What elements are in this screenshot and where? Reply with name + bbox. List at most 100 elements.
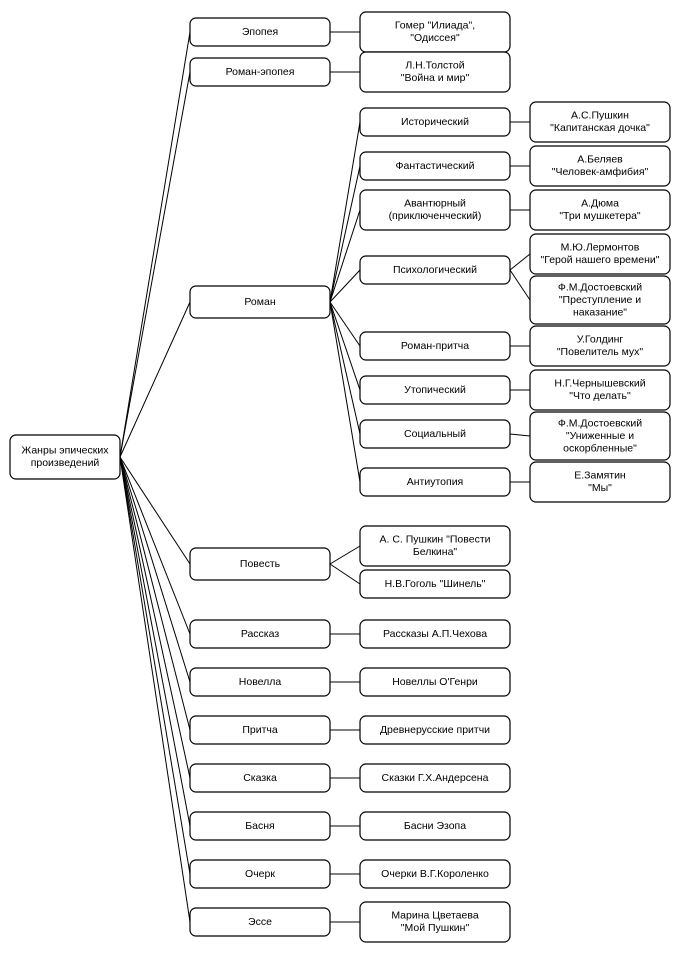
tree-node: Новелла	[190, 668, 330, 696]
tree-edge	[120, 457, 190, 778]
tree-node-label: А.Дюма	[581, 198, 619, 210]
tree-node: Е.Замятин"Мы"	[530, 462, 670, 502]
tree-node-label: "Герой нашего времени"	[541, 254, 660, 266]
tree-node: Роман-эпопея	[190, 58, 330, 86]
tree-node-label: произведений	[31, 457, 100, 469]
tree-node-label: Авантюрный	[404, 198, 466, 210]
tree-node: Исторический	[360, 108, 510, 136]
tree-edge	[330, 546, 360, 564]
tree-edge	[120, 457, 190, 634]
tree-node-label: Новелла	[239, 676, 282, 688]
tree-node: Сказка	[190, 764, 330, 792]
tree-node: Ф.М.Достоевский"Преступление инаказание"	[530, 276, 670, 324]
tree-edge	[510, 270, 530, 300]
tree-node-label: Рассказ	[241, 628, 280, 640]
tree-node: А.С.Пушкин"Капитанская дочка"	[530, 102, 670, 142]
tree-edge	[120, 32, 190, 457]
tree-node: Эссе	[190, 908, 330, 936]
tree-node-label: "Одиссея"	[410, 32, 460, 44]
tree-node-label: "Человек-амфибия"	[552, 166, 649, 178]
tree-edge	[510, 254, 530, 270]
tree-edge	[120, 72, 190, 457]
tree-node-label: Е.Замятин	[574, 470, 626, 482]
tree-node: Очерк	[190, 860, 330, 888]
tree-node-label: "Что делать"	[569, 390, 631, 402]
tree-node-label: Басня	[245, 820, 274, 832]
tree-node-label: Исторический	[401, 116, 469, 128]
tree-node: Сказки Г.Х.Андерсена	[360, 764, 510, 792]
tree-node-label: Ф.М.Достоевский	[558, 281, 642, 293]
tree-edge	[120, 457, 190, 682]
tree-node: Басни Эзопа	[360, 812, 510, 840]
tree-node-label: Роман	[244, 296, 275, 308]
tree-node: Авантюрный(приключенческий)	[360, 190, 510, 230]
tree-node-label: А.С.Пушкин	[571, 110, 629, 122]
tree-node: Очерки В.Г.Короленко	[360, 860, 510, 888]
tree-node-label: Рассказы А.П.Чехова	[383, 628, 487, 640]
tree-node-label: Очерки В.Г.Короленко	[381, 868, 489, 880]
tree-node-label: "Капитанская дочка"	[550, 122, 650, 134]
tree-node-label: Социальный	[404, 428, 466, 440]
tree-node-label: Фантастический	[396, 160, 475, 172]
tree-node-label: Антиутопия	[407, 476, 464, 488]
tree-node-label: Сказка	[243, 772, 277, 784]
tree-node: У.Голдинг"Повелитель мух"	[530, 326, 670, 366]
tree-node: Рассказ	[190, 620, 330, 648]
tree-node-label: Л.Н.Толстой	[405, 60, 464, 72]
tree-node-label: "Униженные и	[566, 430, 634, 442]
tree-node: Жанры эпическихпроизведений	[10, 435, 120, 479]
tree-node: Н.Г.Чернышевский"Что делать"	[530, 370, 670, 410]
tree-node-label: Жанры эпических	[22, 445, 110, 457]
tree-node: А. С. Пушкин "ПовестиБелкина"	[360, 526, 510, 566]
tree-diagram: Жанры эпическихпроизведений Эпопея Гомер "…	[0, 0, 680, 971]
tree-node-label: Сказки Г.Х.Андерсена	[382, 772, 489, 784]
tree-edge	[120, 457, 190, 874]
tree-node-label: Роман-притча	[401, 340, 469, 352]
tree-node: Притча	[190, 716, 330, 744]
tree-node-label: Ф.М.Достоевский	[558, 417, 642, 429]
tree-node-label: Древнерусские притчи	[380, 724, 490, 736]
tree-node: А.Беляев"Человек-амфибия"	[530, 146, 670, 186]
tree-node-label: Очерк	[245, 868, 275, 880]
tree-node: Роман	[190, 286, 330, 318]
tree-node: А.Дюма"Три мушкетера"	[530, 190, 670, 230]
tree-node: М.Ю.Лермонтов"Герой нашего времени"	[530, 234, 670, 274]
tree-node-label: Притча	[242, 724, 278, 736]
tree-node: Рассказы А.П.Чехова	[360, 620, 510, 648]
tree-node-label: Н.Г.Чернышевский	[554, 378, 645, 390]
tree-node-label: Эссе	[248, 916, 272, 928]
tree-node: Ф.М.Достоевский"Униженные иоскорбленные"	[530, 412, 670, 460]
tree-node: Древнерусские притчи	[360, 716, 510, 744]
tree-edge	[120, 457, 190, 826]
tree-node-label: Белкина"	[413, 546, 458, 558]
tree-node-label: М.Ю.Лермонтов	[561, 242, 640, 254]
tree-node-label: Гомер "Илиада",	[395, 20, 475, 32]
tree-edge	[330, 302, 360, 434]
tree-edge	[510, 434, 530, 436]
tree-node: Басня	[190, 812, 330, 840]
tree-node: Психологический	[360, 256, 510, 284]
tree-node-label: наказание"	[573, 306, 627, 318]
tree-node-label: Эпопея	[242, 26, 278, 38]
tree-node-label: У.Голдинг	[577, 334, 624, 346]
tree-node: Роман-притча	[360, 332, 510, 360]
tree-node-label: оскорбленные"	[563, 442, 637, 454]
tree-node: Фантастический	[360, 152, 510, 180]
tree-node: Гомер "Илиада","Одиссея"	[360, 12, 510, 52]
tree-node: Марина Цветаева"Мой Пушкин"	[360, 902, 510, 942]
tree-node: Повесть	[190, 548, 330, 580]
tree-node-label: Н.В.Гоголь "Шинель"	[385, 578, 486, 590]
nodes-layer: Жанры эпическихпроизведений Эпопея Гомер "…	[10, 12, 670, 942]
tree-node-label: Утопический	[404, 384, 466, 396]
tree-node: Эпопея	[190, 18, 330, 46]
tree-edge	[330, 302, 360, 390]
tree-edge	[330, 210, 360, 302]
tree-node-label: А.Беляев	[577, 154, 623, 166]
tree-node: Антиутопия	[360, 468, 510, 496]
tree-node-label: Роман-эпопея	[226, 66, 295, 78]
tree-node-label: Басни Эзопа	[404, 820, 466, 832]
tree-node-label: Психологический	[393, 264, 477, 276]
tree-edge	[330, 302, 360, 482]
tree-node-label: "Война и мир"	[401, 72, 470, 84]
tree-edge	[330, 564, 360, 584]
